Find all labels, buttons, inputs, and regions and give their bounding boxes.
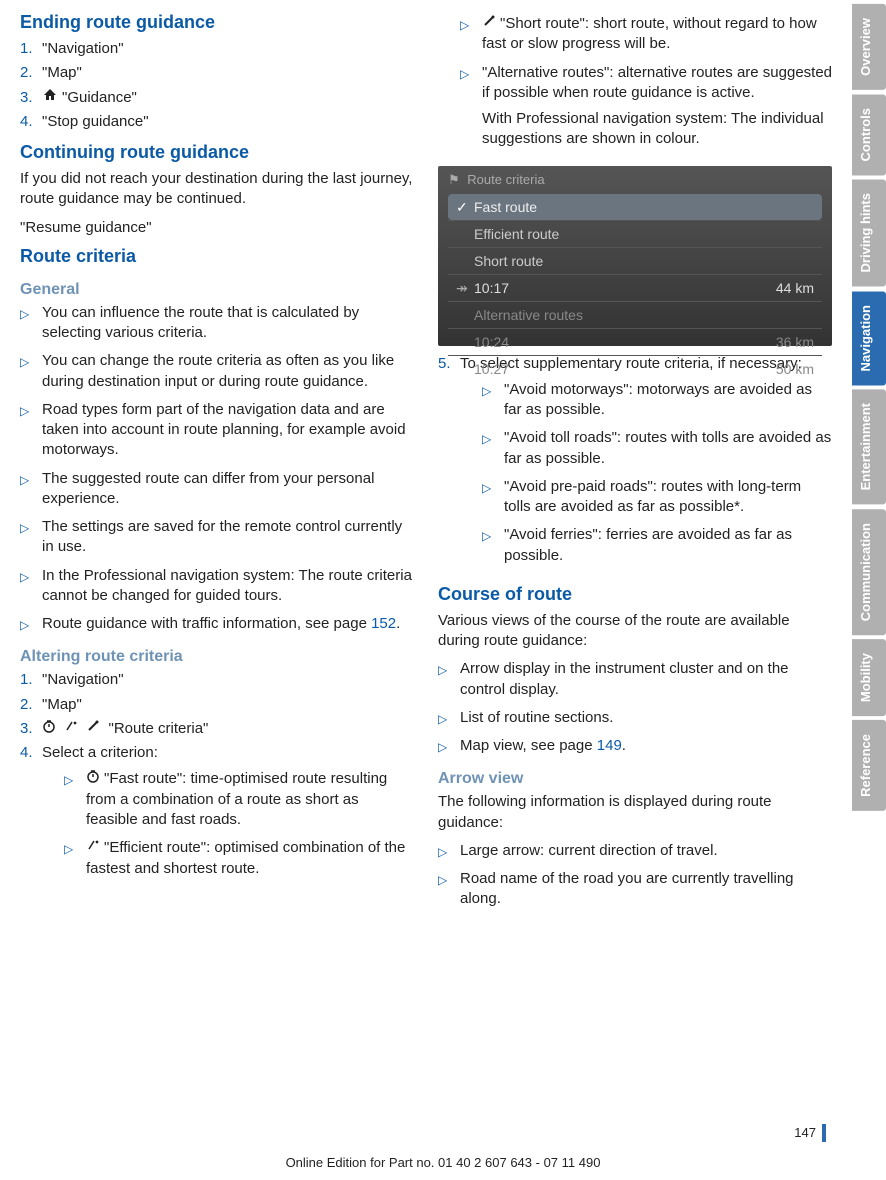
- general-list: ▷You can influence the route that is cal…: [20, 303, 414, 635]
- crossed-icon: [86, 838, 100, 858]
- course-text: Various views of the course of the route…: [438, 611, 832, 652]
- heading-route-criteria: Route criteria: [20, 246, 414, 267]
- list-item: Large arrow: current direction of travel…: [460, 841, 718, 861]
- continuing-text: If you did not reach your destination du…: [20, 169, 414, 210]
- step: Select a criterion: ▷"Fast route": time-…: [42, 743, 414, 887]
- left-column: Ending route guidance 1."Navigation" 2."…: [20, 8, 414, 1170]
- heading-arrow-view: Arrow view: [438, 770, 832, 788]
- arrow-list: ▷Large arrow: current direction of trave…: [438, 841, 832, 910]
- list-item: "Efficient route": optimised combi­natio…: [86, 838, 414, 879]
- tab-controls[interactable]: Controls: [852, 94, 886, 175]
- sidebar-tabs: Overview Controls Driving hints Navigati…: [852, 0, 886, 1180]
- list-item: List of routine sections.: [460, 708, 613, 728]
- page-link-149[interactable]: 149: [597, 737, 622, 754]
- route-criteria-screenshot: ⚑ Route criteria Fast route Efficient ro…: [438, 166, 832, 346]
- page-link-152[interactable]: 152: [371, 615, 396, 632]
- list-item: The suggested route can differ from your…: [42, 469, 414, 510]
- page-number: 147: [788, 1124, 826, 1142]
- step: "Navigation": [42, 670, 124, 690]
- arrow-text: The following information is displayed d…: [438, 792, 832, 833]
- heading-ending: Ending route guidance: [20, 12, 414, 33]
- list-item: Arrow display in the instrument cluster …: [460, 659, 832, 700]
- crossed-icon: [64, 719, 78, 739]
- continuing-resume: "Resume guidance": [20, 218, 414, 238]
- list-item: You can change the route criteria as oft…: [42, 351, 414, 392]
- heading-altering: Altering route criteria: [20, 648, 414, 666]
- list-item: "Alternative routes": alternative routes…: [482, 63, 832, 158]
- stopwatch-icon: [42, 719, 56, 739]
- tab-mobility[interactable]: Mobility: [852, 639, 886, 716]
- heading-general: General: [20, 281, 414, 299]
- list-item: "Fast route": time-optimised route resul…: [86, 769, 414, 830]
- tab-entertainment[interactable]: Entertainment: [852, 389, 886, 504]
- tab-reference[interactable]: Reference: [852, 720, 886, 811]
- right-column: ▷"Short route": short route, without reg…: [438, 8, 832, 1170]
- footer-line: Online Edition for Part no. 01 40 2 607 …: [0, 1155, 886, 1170]
- step: "Guidance": [62, 89, 137, 106]
- list-item: In the Professional navigation system: T…: [42, 566, 414, 607]
- diagonal-icon: [482, 14, 496, 34]
- heading-continuing: Continuing route guidance: [20, 142, 414, 163]
- list-item: "Avoid motorways": motorways are avoided…: [504, 380, 832, 421]
- flag-icon: ⚑: [448, 172, 460, 188]
- list-item: Route guidance with traffic information,…: [42, 614, 400, 634]
- list-item: Map view, see page 149.: [460, 736, 626, 756]
- diagonal-icon: [86, 719, 100, 739]
- list-item: "Avoid ferries": ferries are avoided as …: [504, 525, 832, 566]
- step: "Navigation": [42, 39, 124, 59]
- guidance-icon: [42, 88, 58, 108]
- ending-steps: 1."Navigation" 2."Map" 3."Guidance" 4."S…: [20, 39, 414, 132]
- step: "Stop guidance": [42, 112, 149, 132]
- heading-course: Course of route: [438, 584, 832, 605]
- altering-steps: 1."Navigation" 2."Map" 3. "Route criteri…: [20, 670, 414, 887]
- list-item: "Avoid pre-paid roads": routes with long…: [504, 477, 832, 518]
- tab-communication[interactable]: Communication: [852, 509, 886, 635]
- list-item: Road name of the road you are currently …: [460, 869, 832, 910]
- stopwatch-icon: [86, 769, 100, 789]
- step: "Map": [42, 695, 82, 715]
- tab-overview[interactable]: Overview: [852, 4, 886, 90]
- step: "Route criteria": [42, 719, 208, 739]
- course-list: ▷Arrow display in the instrument cluster…: [438, 659, 832, 756]
- criterion-continued: ▷"Short route": short route, without reg…: [460, 14, 832, 158]
- step5: 5. To select supplementary route criteri…: [438, 354, 832, 574]
- tab-navigation[interactable]: Navigation: [852, 291, 886, 385]
- list-item: "Avoid toll roads": routes with tolls ar…: [504, 428, 832, 469]
- step: "Map": [42, 63, 82, 83]
- list-item: The settings are saved for the remote co…: [42, 517, 414, 558]
- list-item: Road types form part of the navigation d…: [42, 400, 414, 461]
- list-item: You can influence the route that is calc…: [42, 303, 414, 344]
- list-item: "Short route": short route, without rega…: [482, 14, 832, 55]
- tab-driving-hints[interactable]: Driving hints: [852, 179, 886, 286]
